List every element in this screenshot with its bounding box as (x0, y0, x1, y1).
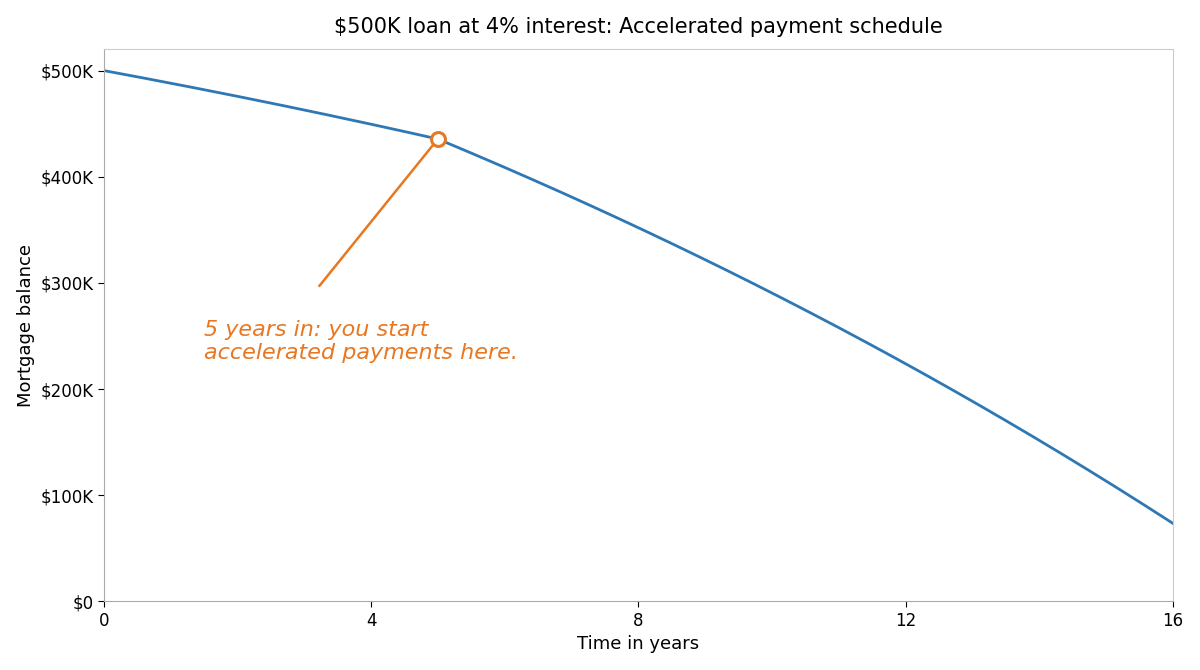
X-axis label: Time in years: Time in years (577, 635, 700, 653)
Title: $500K loan at 4% interest: Accelerated payment schedule: $500K loan at 4% interest: Accelerated p… (334, 17, 943, 37)
Text: 5 years in: you start
accelerated payments here.: 5 years in: you start accelerated paymen… (204, 320, 518, 363)
Y-axis label: Mortgage balance: Mortgage balance (17, 244, 35, 407)
